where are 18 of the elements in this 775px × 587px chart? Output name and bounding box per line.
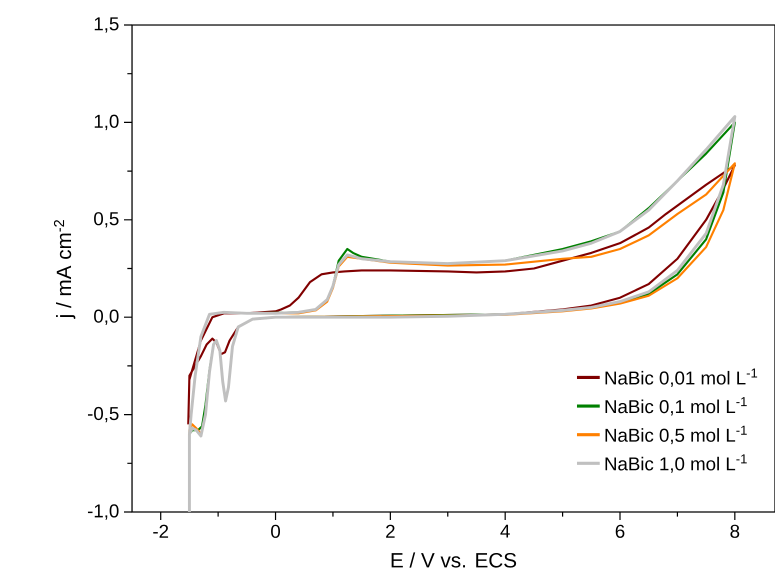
x-tick-label: 0 — [271, 524, 280, 538]
y-axis-title: j / mA cm$^{-2}$ — [54, 220, 76, 319]
x-tick-label: 6 — [616, 524, 624, 538]
legend-label: NaBic 1,0 mol L$^{-1}$ — [606, 454, 747, 473]
y-tick-label: 1,5 — [94, 17, 119, 33]
legend-label: NaBic 0,1 mol L$^{-1}$ — [606, 397, 747, 416]
legend-label: NaBic 0,5 mol L$^{-1}$ — [606, 426, 747, 444]
y-tick-label: -0,5 — [88, 406, 119, 422]
x-tick-label: 2 — [386, 524, 395, 538]
y-tick-label: 1,0 — [94, 114, 119, 130]
x-axis-title: E / V vs. ECS — [392, 552, 516, 568]
x-tick-label: -2 — [153, 524, 168, 538]
x-tick-label: 8 — [730, 524, 740, 538]
y-tick-label: -1,0 — [88, 504, 119, 520]
x-tick-label: 4 — [500, 524, 510, 538]
y-tick-label: 0,5 — [94, 212, 119, 228]
legend-label: NaBic 0,01 mol L$^{-1}$ — [606, 368, 758, 387]
y-tick-label: 0,0 — [94, 309, 119, 325]
